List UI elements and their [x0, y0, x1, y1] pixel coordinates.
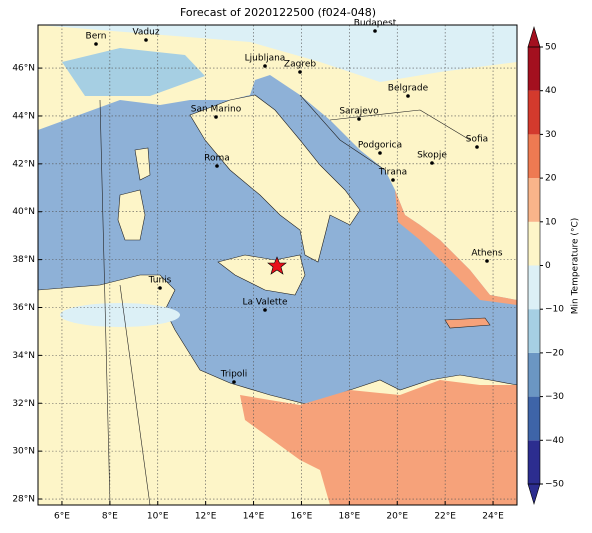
colorbar-extend-top — [527, 25, 541, 48]
city-dot — [430, 161, 434, 165]
colorbar-label: Min Temperature (°C) — [571, 218, 581, 315]
map-frame — [37, 24, 518, 506]
lat-tick-label: 36°N — [12, 303, 35, 313]
colorbar-tick-label: −10 — [545, 305, 564, 315]
colorbar-segment — [528, 221, 540, 266]
star-marker — [267, 256, 287, 275]
colorbar-segment — [528, 352, 540, 397]
city-dot — [263, 64, 267, 68]
city-dot — [232, 380, 236, 384]
city-label: Tunis — [148, 276, 172, 286]
gridlines — [38, 25, 517, 505]
colorbar-tick-label: −20 — [545, 348, 564, 358]
colorbar-tick-label: 10 — [545, 217, 557, 227]
lon-tick-label: 12°E — [195, 512, 217, 522]
city-label: Athens — [471, 249, 502, 259]
colorbar-tick-label: 20 — [545, 174, 557, 184]
cool-sea — [60, 303, 180, 327]
colorbar-segment — [528, 134, 540, 179]
city-dot — [378, 151, 382, 155]
colorbar-segment — [528, 309, 540, 353]
colorbar-segment — [528, 178, 540, 222]
colorbar-segment — [528, 47, 540, 91]
lat-tick-label: 30°N — [12, 447, 35, 457]
lon-tick-label: 20°E — [386, 512, 408, 522]
lat-tick-label: 40°N — [12, 207, 35, 217]
city-dot — [144, 38, 148, 42]
colorbar-segment — [528, 265, 540, 310]
colorbar-tick-label: −30 — [545, 392, 564, 402]
colorbar-tick-label: −50 — [545, 480, 564, 490]
lat-tick-label: 46°N — [12, 64, 35, 74]
warm-zone — [240, 380, 517, 505]
city-label: Tripoli — [220, 370, 248, 380]
city-dot — [475, 145, 479, 149]
italy — [189, 94, 361, 263]
lon-tick-label: 16°E — [291, 512, 313, 522]
lat-tick-label: 42°N — [12, 159, 35, 169]
city-label: San Marino — [191, 105, 242, 115]
city-label: Podgorica — [358, 141, 402, 151]
city-label: Bern — [86, 32, 107, 42]
city-label: La Valette — [243, 298, 288, 308]
corsica — [134, 147, 151, 181]
lat-tick-label: 44°N — [12, 111, 35, 121]
lon-tick-label: 14°E — [243, 512, 265, 522]
crete — [444, 317, 491, 329]
lon-tick-label: 22°E — [434, 512, 456, 522]
city-dot — [158, 286, 162, 290]
colorbar-tick-label: −40 — [545, 436, 564, 446]
city-label: Vaduz — [132, 28, 159, 38]
lon-tick-label: 18°E — [339, 512, 361, 522]
city-label: Budapest — [354, 19, 397, 29]
colorbar-tick-label: 40 — [545, 86, 557, 96]
city-label: Roma — [204, 154, 230, 164]
colorbar-tick-label: 30 — [545, 130, 557, 140]
city-label: Ljubljana — [245, 54, 286, 64]
city-label: Belgrade — [388, 84, 429, 94]
lat-tick-label: 34°N — [12, 351, 35, 361]
city-dot — [406, 94, 410, 98]
lat-tick-label: 38°N — [12, 255, 35, 265]
city-label: Sofia — [466, 135, 488, 145]
city-dot — [373, 29, 377, 33]
city-label: Sarajevo — [339, 107, 379, 117]
city-label: Tirana — [378, 168, 407, 178]
city-dot — [94, 42, 98, 46]
title: Forecast of 2020122500 (f024-048) — [180, 6, 376, 19]
lon-tick-label: 10°E — [147, 512, 169, 522]
lat-tick-label: 32°N — [12, 399, 35, 409]
lon-tick-label: 6°E — [54, 512, 70, 522]
colorbar-tick-label: 0 — [545, 261, 551, 271]
colorbar-segment — [528, 440, 540, 484]
city-dot — [391, 178, 395, 182]
borders — [99, 94, 471, 505]
lon-tick-label: 8°E — [102, 512, 118, 522]
city-dot — [215, 164, 219, 168]
lon-tick-label: 24°E — [482, 512, 504, 522]
map — [38, 25, 517, 505]
city-dot — [485, 259, 489, 263]
city-label: Skopje — [417, 151, 447, 161]
city-dot — [214, 115, 218, 119]
colorbar-tick-label: 50 — [545, 43, 557, 53]
colorbar-segment — [528, 396, 540, 441]
sardinia — [117, 189, 146, 241]
city-dot — [357, 117, 361, 121]
alps-cold — [62, 48, 205, 96]
colorbar-segment — [528, 90, 540, 135]
europe-land — [38, 25, 517, 300]
city-dot — [298, 70, 302, 74]
city-label: Zagreb — [284, 60, 316, 70]
colorbar-extend-bottom — [527, 483, 541, 506]
city-dot — [263, 308, 267, 312]
lat-tick-label: 28°N — [12, 495, 35, 505]
